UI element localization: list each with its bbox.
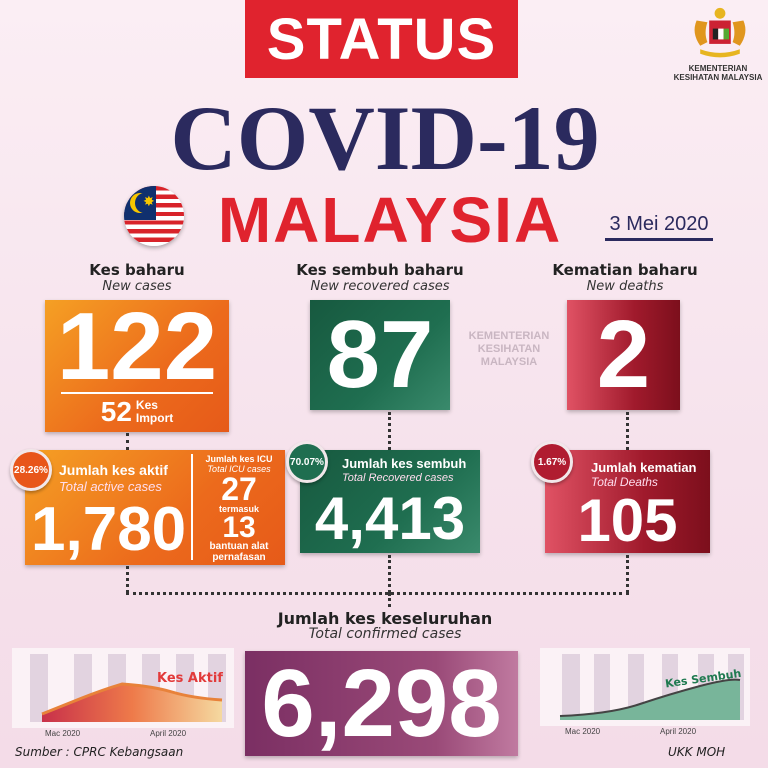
active-chart-label: Kes Aktif bbox=[157, 671, 223, 686]
new-recovered-label: Kes sembuh baharu bbox=[296, 261, 464, 279]
icu-label: Jumlah kes ICU bbox=[205, 454, 273, 464]
icu-value: 27 bbox=[221, 471, 257, 507]
report-date: 3 Mei 2020 bbox=[605, 213, 713, 241]
status-banner: STATUS bbox=[245, 0, 518, 78]
recovered-label-en: Total Recovered cases bbox=[342, 472, 454, 484]
new-deaths-label: Kematian baharu bbox=[552, 261, 698, 279]
total-label: Jumlah kes keseluruhan bbox=[277, 609, 493, 628]
ministry-name: KEMENTERIAN KESIHATAN MALAYSIA bbox=[673, 64, 763, 82]
new-cases-card: 122 52 Kes Import bbox=[45, 293, 229, 432]
total-value: 6,298 bbox=[261, 650, 502, 757]
active-cases-chart: Kes Aktif bbox=[12, 648, 234, 728]
ventilator-value: 13 bbox=[222, 511, 256, 544]
new-cases-label-en: New cases bbox=[102, 279, 172, 294]
deaths-label: Jumlah kematian bbox=[591, 460, 697, 475]
deaths-value: 105 bbox=[577, 487, 678, 554]
country-title: MALAYSIA bbox=[217, 184, 563, 256]
new-deaths-label-en: New deaths bbox=[586, 279, 664, 294]
total-label-en: Total confirmed cases bbox=[308, 626, 462, 642]
recovered-chart-month1: Mac 2020 bbox=[565, 727, 601, 736]
source-text: Sumber : CPRC Kebangsaan bbox=[15, 745, 184, 759]
deaths-percent-badge: 1.67% bbox=[531, 441, 573, 483]
import-label-1: Kes bbox=[135, 398, 158, 412]
recovered-card: Jumlah kes sembuh Total Recovered cases … bbox=[300, 450, 480, 553]
new-recovered-label-en: New recovered cases bbox=[310, 279, 450, 294]
recovered-cases-chart: Kes Sembuh bbox=[540, 648, 750, 726]
ministry-crest-logo bbox=[694, 7, 746, 58]
icu-including: termasuk bbox=[218, 504, 260, 514]
new-cases-label: Kes baharu bbox=[89, 261, 185, 279]
new-cases-value: 122 bbox=[56, 293, 218, 400]
ventilator-label-1: bantuan alat bbox=[209, 541, 269, 552]
active-value: 1,780 bbox=[31, 495, 187, 564]
watermark-text: KEMENTERIAN KESIHATAN MALAYSIA bbox=[468, 330, 550, 368]
recovered-label: Jumlah kes sembuh bbox=[342, 456, 467, 471]
recovered-value: 4,413 bbox=[314, 485, 466, 552]
active-chart-month1: Mac 2020 bbox=[45, 729, 81, 738]
active-chart-month2: April 2020 bbox=[150, 729, 187, 738]
new-recovered-card: 87 bbox=[310, 300, 450, 410]
new-deaths-card: 2 bbox=[567, 300, 680, 410]
malaysia-flag-icon: ✸ bbox=[124, 186, 184, 246]
new-deaths-heading: Kematian baharu New deaths bbox=[535, 261, 715, 295]
credit-text: UKK MOH bbox=[668, 745, 726, 759]
new-deaths-value: 2 bbox=[596, 301, 651, 408]
active-cases-card: Jumlah kes aktif Total active cases 1,78… bbox=[25, 450, 285, 565]
deaths-label-en: Total Deaths bbox=[591, 475, 658, 489]
ventilator-label-2: pernafasan bbox=[212, 552, 266, 563]
recovered-percent-badge: 70.07% bbox=[286, 441, 328, 483]
active-label-en: Total active cases bbox=[59, 479, 162, 494]
import-label-2: Import bbox=[135, 411, 174, 425]
total-card: 6,298 bbox=[245, 651, 518, 756]
new-recovered-value: 87 bbox=[326, 301, 434, 408]
active-label: Jumlah kes aktif bbox=[59, 462, 168, 478]
import-cases-value: 52 bbox=[100, 396, 132, 427]
new-cases-heading: Kes baharu New cases bbox=[45, 261, 229, 295]
active-percent-badge: 28.26% bbox=[10, 449, 52, 491]
recovered-chart-month2: April 2020 bbox=[660, 727, 697, 736]
new-recovered-heading: Kes sembuh baharu New recovered cases bbox=[270, 261, 490, 295]
icu-label-en: Total ICU cases bbox=[207, 464, 271, 474]
recovered-area bbox=[560, 679, 740, 720]
page-title: COVID-19 bbox=[170, 87, 600, 189]
total-heading: Jumlah kes keseluruhan Total confirmed c… bbox=[230, 610, 540, 642]
deaths-card: Jumlah kematian Total Deaths 105 bbox=[545, 450, 710, 554]
